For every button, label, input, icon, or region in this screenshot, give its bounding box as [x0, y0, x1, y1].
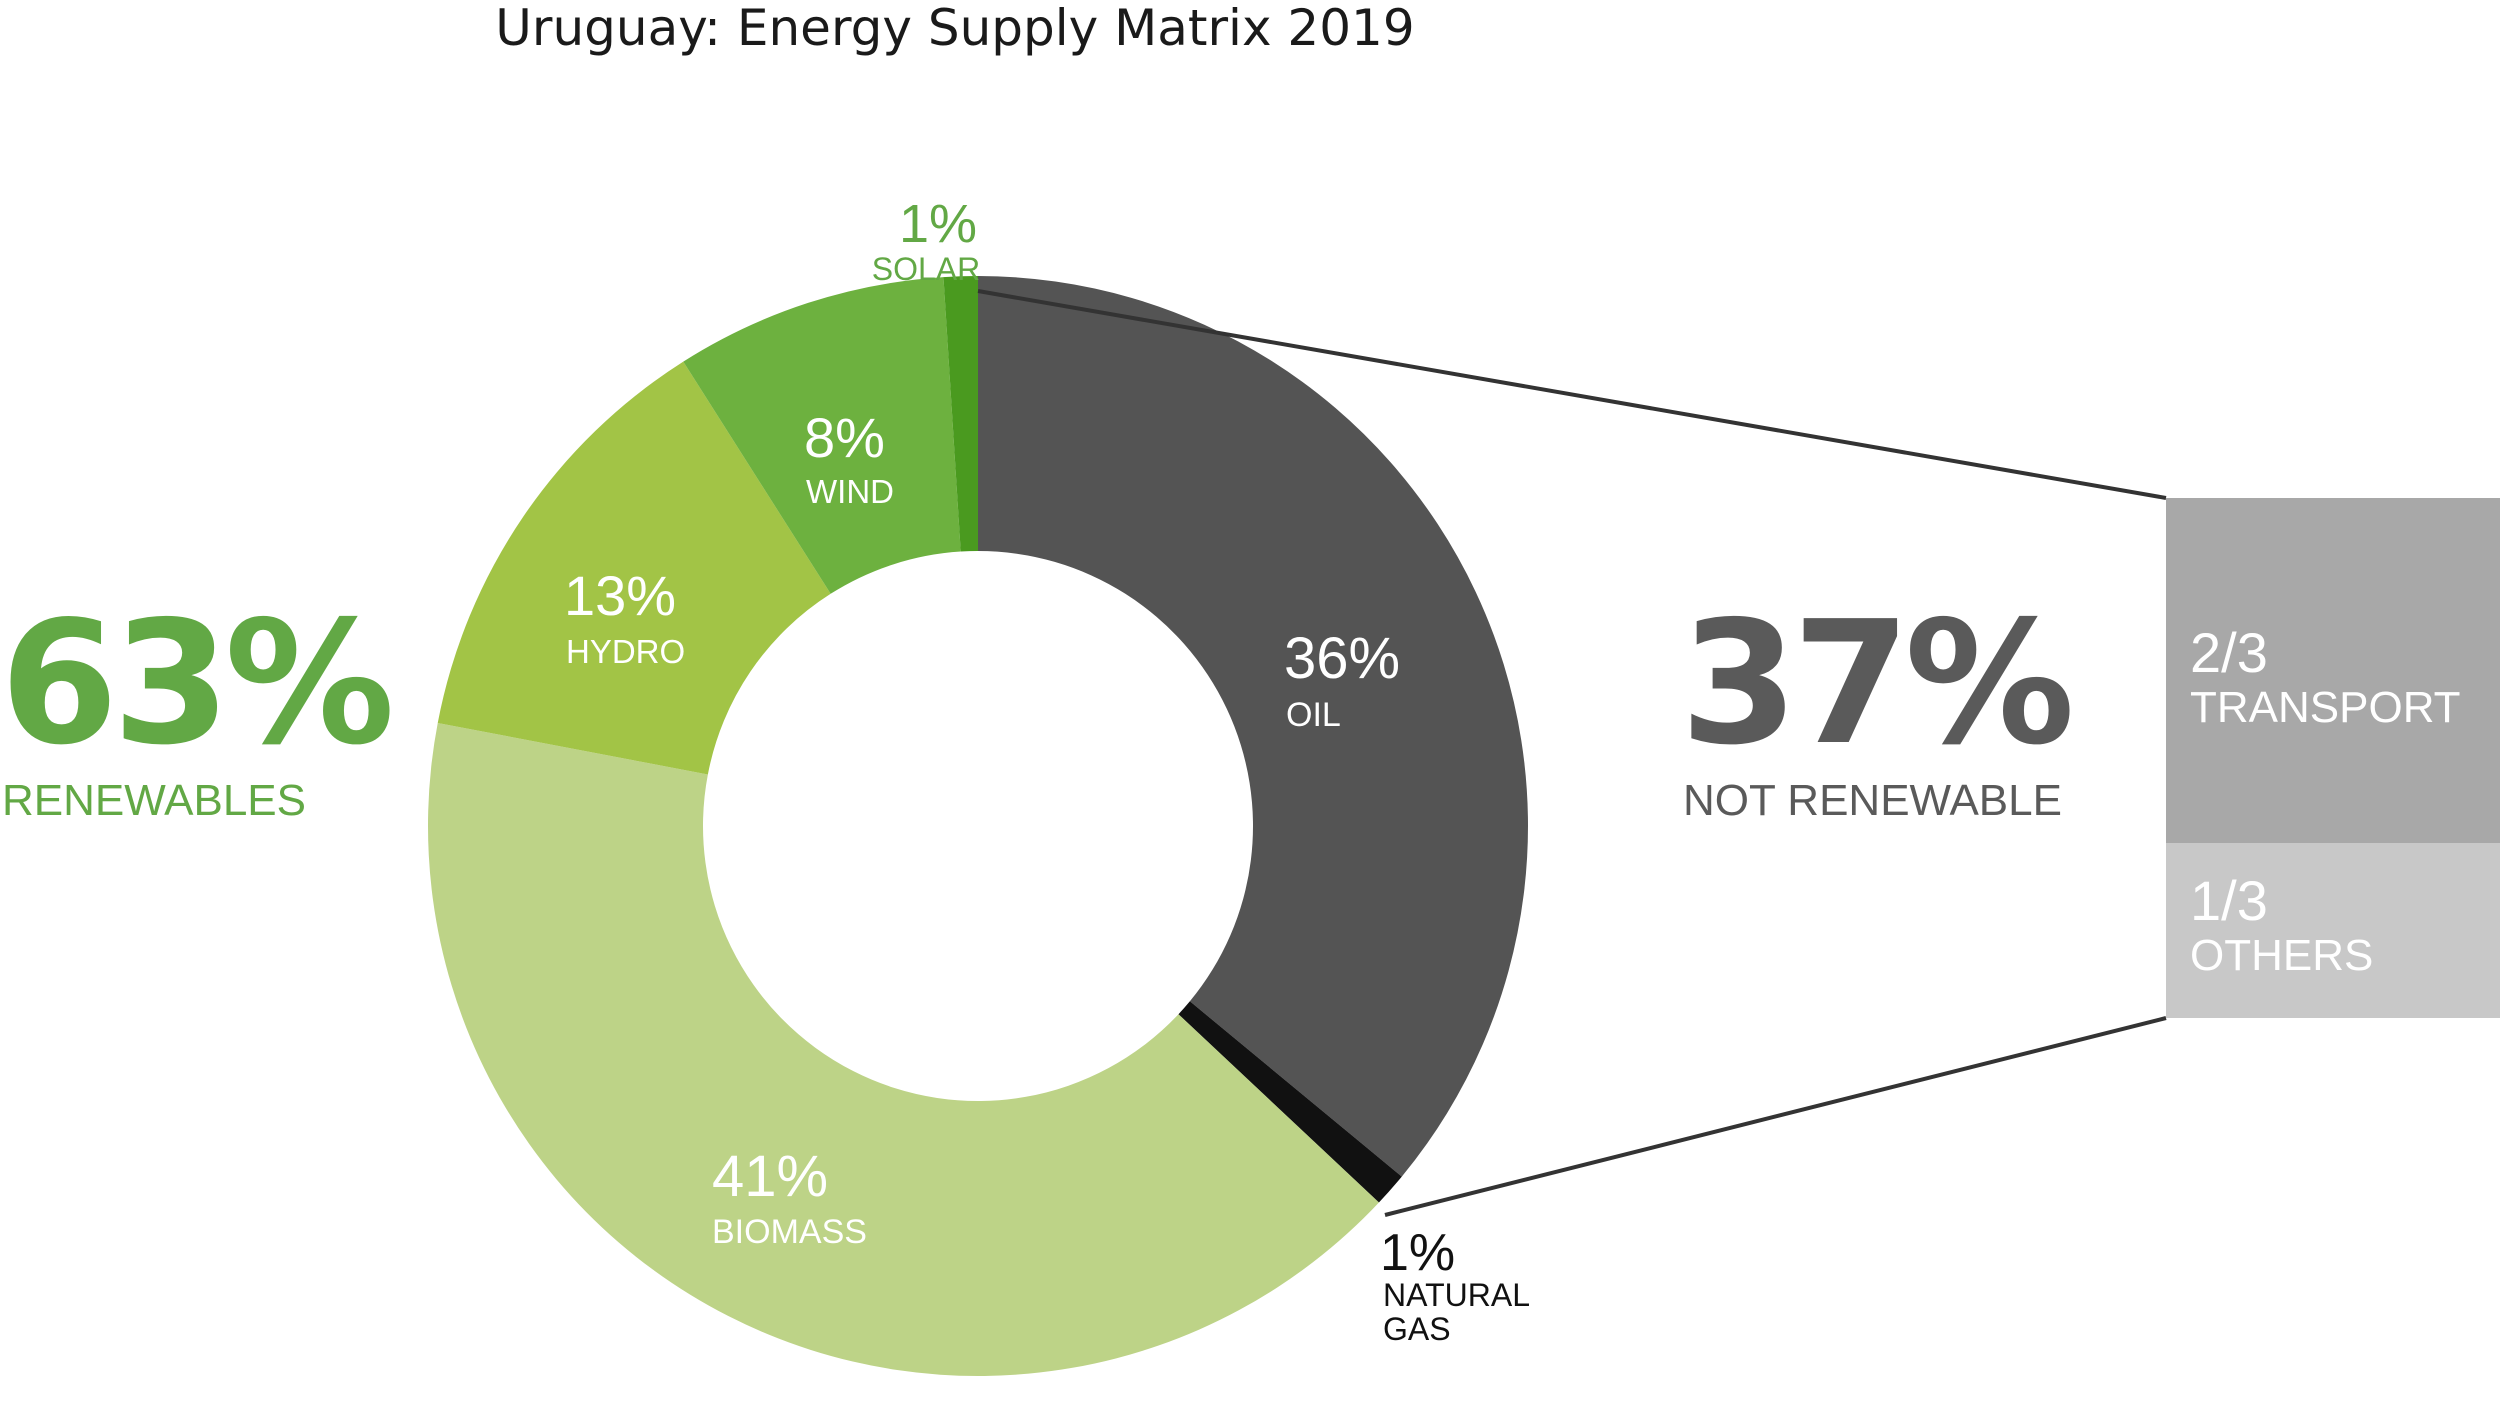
slice-value-solar: 1% [899, 194, 977, 254]
slice-label-natural-gas-line1: NATURAL [1383, 1277, 1530, 1313]
renewables-total-label: RENEWABLES [2, 776, 306, 825]
donut-slices [428, 276, 1528, 1376]
slice-value-hydro: 13% [564, 564, 676, 627]
slice-label-wind: WIND [806, 473, 894, 510]
slice-label-oil: OIL [1286, 696, 1341, 734]
donut-slice-wind [683, 277, 961, 594]
breakdown-transport-label: TRANSPORT [2190, 683, 2461, 732]
breakdown-others-fraction: 1/3 [2190, 869, 2268, 932]
donut-slice-natural-gas [1178, 1001, 1402, 1203]
connector-line-bottom [1384, 1016, 2167, 1217]
slice-label-natural-gas-line2: GAS [1383, 1311, 1451, 1347]
slice-value-wind: 8% [804, 406, 885, 469]
donut-slice-solar [943, 276, 978, 552]
chart-title: Uruguay: Energy Supply Matrix 2019 [495, 0, 1414, 57]
donut-slice-hydro [437, 361, 831, 775]
breakdown-transport-fraction: 2/3 [2190, 621, 2268, 684]
slice-value-oil: 36% [1284, 626, 1400, 691]
slice-value-biomass: 41% [712, 1144, 828, 1209]
not-renewable-total-value: 37% [1680, 585, 2070, 783]
slice-label-solar: SOLAR [872, 251, 980, 287]
slice-label-biomass: BIOMASS [712, 1213, 867, 1251]
breakdown-others-label: OTHERS [2190, 931, 2373, 980]
connector-line-top [977, 289, 2167, 500]
slice-label-hydro: HYDRO [566, 633, 685, 670]
donut-slice-oil [978, 276, 1528, 1177]
breakdown-bar-others [2166, 843, 2500, 1018]
donut-slice-biomass [428, 722, 1379, 1376]
renewables-total-value: 63% [0, 585, 390, 783]
not-renewable-total-label: NOT RENEWABLE [1683, 776, 2062, 825]
slice-value-natural-gas: 1% [1380, 1224, 1455, 1282]
breakdown-bar-transport [2166, 498, 2500, 843]
